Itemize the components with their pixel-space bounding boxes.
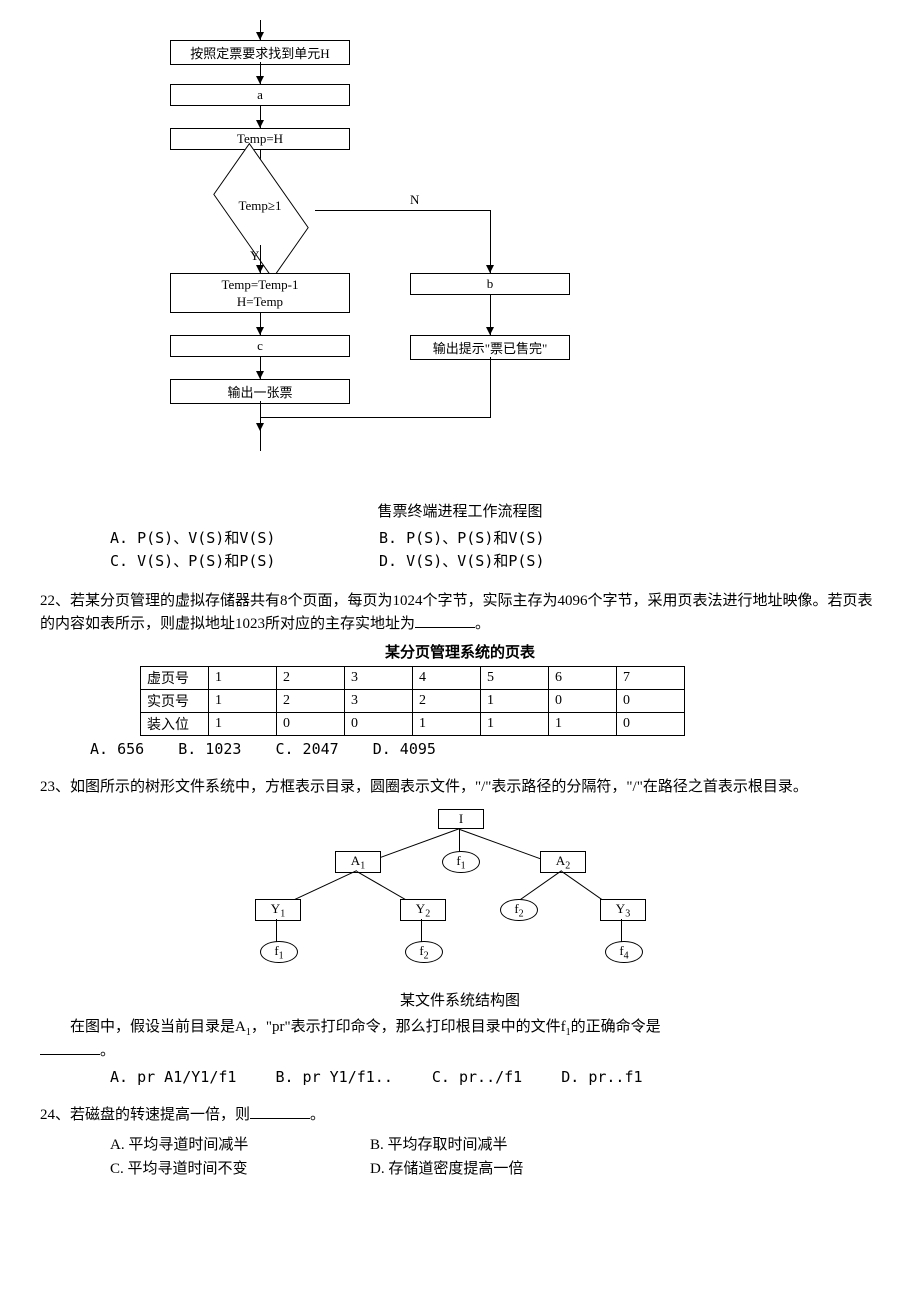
q24-options: A. 平均寻道时间减半B. 平均存取时间减半 C. 平均寻道时间不变D. 存储道…: [110, 1133, 880, 1181]
flowchart-diagram: 按照定票要求找到单元H a Temp=H Temp≥1 Y N Temp=Tem…: [120, 20, 620, 490]
fc-decision: Temp≥1: [210, 180, 312, 242]
fc-step-a: a: [170, 84, 350, 106]
tree-root: I: [438, 809, 484, 829]
tree-f2: f2: [500, 899, 538, 922]
fc-step-temp: Temp=H: [170, 128, 350, 150]
q22-opt-a: A. 656: [90, 740, 144, 758]
q24-opt-c: C. 平均寻道时间不变: [110, 1157, 370, 1181]
q24-opt-a: A. 平均寻道时间减半: [110, 1133, 370, 1157]
tree-diagram: I A1 f1 A2 Y1 Y2 f2 Y3 f1 f2 f4: [220, 809, 700, 979]
fc-step-update: Temp=Temp-1 H=Temp: [170, 273, 350, 313]
q22-page-table: 虚页号1234567 实页号1232100 装入位1001110: [140, 666, 685, 736]
q21-opt-b: B. P(S)、P(S)和V(S): [379, 527, 639, 550]
fc-step-b: b: [410, 273, 570, 295]
tree-y1: Y1: [255, 899, 301, 922]
q21-opt-c: C. V(S)、P(S)和P(S): [110, 550, 370, 573]
flowchart-caption: 售票终端进程工作流程图: [40, 500, 880, 521]
q23-text2: 在图中，假设当前目录是A1，"pr"表示打印命令，那么打印根目录中的文件f1的正…: [40, 1016, 880, 1063]
q22-opt-d: D. 4095: [373, 740, 436, 758]
q23-opt-b: B. pr Y1/f1..: [275, 1068, 392, 1086]
q24-opt-b: B. 平均存取时间减半: [370, 1133, 630, 1157]
tree-lf1: f1: [260, 941, 298, 964]
q21-opt-a: A. P(S)、V(S)和V(S): [110, 527, 370, 550]
tree-y2: Y2: [400, 899, 446, 922]
fc-label-n: N: [410, 192, 419, 208]
q22-text: 22、若某分页管理的虚拟存储器共有8个页面，每页为1024个字节，实际主存为40…: [40, 590, 880, 635]
q23-opt-d: D. pr..f1: [561, 1068, 642, 1086]
q24-opt-d: D. 存储道密度提高一倍: [370, 1157, 630, 1181]
tree-a2: A2: [540, 851, 586, 874]
q22-opt-b: B. 1023: [178, 740, 241, 758]
q21-opt-d: D. V(S)、V(S)和P(S): [379, 550, 639, 573]
q23-opt-a: A. pr A1/Y1/f1: [110, 1068, 236, 1086]
q23-text: 23、如图所示的树形文件系统中，方框表示目录，圆圈表示文件，"/"表示路径的分隔…: [40, 776, 880, 799]
table-row: 实页号1232100: [141, 690, 685, 713]
q21-options: A. P(S)、V(S)和V(S) B. P(S)、P(S)和V(S) C. V…: [110, 527, 880, 572]
tree-a1: A1: [335, 851, 381, 874]
q22-opt-c: C. 2047: [275, 740, 338, 758]
tree-y3: Y3: [600, 899, 646, 922]
q22-table-title: 某分页管理系统的页表: [40, 641, 880, 662]
q23-opt-c: C. pr../f1: [432, 1068, 522, 1086]
tree-lf4: f4: [605, 941, 643, 964]
q24-text: 24、若磁盘的转速提高一倍，则。: [40, 1104, 880, 1127]
fc-step-c: c: [170, 335, 350, 357]
fc-label-y: Y: [250, 248, 259, 264]
table-row: 装入位1001110: [141, 713, 685, 736]
tree-lf2: f2: [405, 941, 443, 964]
tree-f1: f1: [442, 851, 480, 874]
q23-options: A. pr A1/Y1/f1 B. pr Y1/f1.. C. pr../f1 …: [110, 1068, 880, 1086]
tree-caption: 某文件系统结构图: [40, 989, 880, 1010]
q22-options: A. 656 B. 1023 C. 2047 D. 4095: [90, 740, 880, 758]
table-row: 虚页号1234567: [141, 667, 685, 690]
